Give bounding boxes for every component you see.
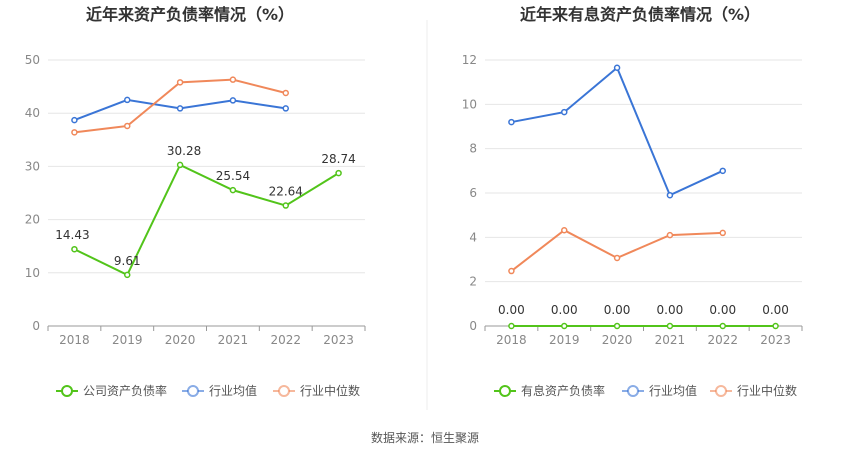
y-tick-label: 0 [469, 319, 477, 333]
data-point[interactable] [613, 64, 621, 72]
chart-debt-ratio: 近年来资产负债率情况（%） 0 10 20 30 40 50 2018 2019 2020 2021… [25, 5, 366, 398]
data-label: 9.61 [114, 254, 141, 268]
data-point[interactable] [561, 322, 568, 330]
chart-title: 近年来资产负债率情况（%） [86, 5, 294, 24]
legend-item[interactable]: 行业均值 [622, 383, 697, 398]
legend-label: 行业中位数 [737, 383, 797, 398]
data-point[interactable] [124, 122, 131, 130]
chart-title: 近年来有息资产负债率情况（%） [520, 5, 760, 24]
data-point[interactable] [719, 167, 726, 175]
data-label: 0.00 [657, 303, 684, 317]
data-point[interactable] [176, 105, 184, 112]
y-tick-label: 6 [469, 186, 477, 200]
series-line [73, 163, 340, 277]
x-tick-label: 2022 [707, 333, 738, 347]
legend-item[interactable]: 行业均值 [182, 383, 257, 398]
y-tick-label: 20 [25, 213, 40, 227]
x-tick-label: 2019 [112, 333, 143, 347]
y-tick-label: 2 [469, 275, 477, 289]
legend-marker [499, 385, 511, 397]
chart-interest-debt-ratio: 近年来有息资产负债率情况（%） 0 2 4 6 8 10 12 2018 2019 2020 2021… [462, 5, 803, 398]
data-point[interactable] [71, 245, 78, 253]
data-point[interactable] [719, 322, 726, 330]
legend-marker [278, 385, 290, 397]
data-point[interactable] [508, 322, 515, 330]
data-label: 28.74 [321, 152, 355, 166]
y-tick-label: 50 [25, 53, 40, 67]
y-tick-label: 30 [25, 159, 40, 173]
data-point[interactable] [335, 169, 342, 177]
data-point[interactable] [176, 161, 184, 169]
y-tick-label: 10 [25, 266, 40, 280]
y-tick-label: 40 [25, 106, 40, 120]
data-point[interactable] [71, 116, 78, 124]
data-point[interactable] [508, 118, 515, 126]
x-tick-label: 2022 [270, 333, 301, 347]
y-tick-label: 0 [32, 319, 40, 333]
data-label: 0.00 [498, 303, 525, 317]
data-point[interactable] [282, 202, 289, 209]
data-label: 14.43 [55, 228, 89, 242]
x-tick-label: 2020 [165, 333, 196, 347]
legend-label: 行业均值 [209, 383, 257, 398]
data-label: 0.00 [551, 303, 578, 317]
data-label: 25.54 [216, 169, 250, 183]
data-point[interactable] [666, 231, 674, 239]
legend-item[interactable]: 有息资产负债率 [494, 383, 605, 398]
legend-marker [61, 385, 73, 397]
data-label: 22.64 [269, 185, 303, 199]
legend-item[interactable]: 行业中位数 [273, 383, 360, 398]
data-label: 0.00 [709, 303, 736, 317]
data-point[interactable] [508, 267, 515, 275]
x-tick-label: 2018 [59, 333, 90, 347]
x-tick-label: 2021 [218, 333, 249, 347]
legend-marker [187, 385, 199, 397]
data-label: 0.00 [604, 303, 631, 317]
x-tick-label: 2023 [323, 333, 354, 347]
data-point[interactable] [176, 79, 184, 86]
legend-item[interactable]: 行业中位数 [710, 383, 797, 398]
data-point[interactable] [229, 97, 237, 104]
data-label: 0.00 [762, 303, 789, 317]
y-tick-label: 12 [462, 53, 477, 67]
legend-label: 公司资产负债率 [83, 383, 167, 398]
x-tick-label: 2023 [760, 333, 791, 347]
y-tick-label: 4 [469, 230, 477, 244]
footer-source: 数据来源：恒生聚源 [371, 430, 479, 445]
legend-label: 行业均值 [649, 383, 697, 398]
series-line [511, 66, 724, 197]
data-point[interactable] [124, 96, 131, 104]
data-point[interactable] [666, 322, 674, 330]
data-point[interactable] [229, 76, 237, 83]
data-point[interactable] [666, 191, 674, 199]
data-point[interactable] [124, 271, 131, 279]
data-point[interactable] [561, 226, 568, 234]
data-point[interactable] [229, 186, 237, 194]
y-tick-label: 10 [462, 97, 477, 111]
legend-marker [627, 385, 639, 397]
x-tick-label: 2021 [655, 333, 686, 347]
data-point[interactable] [561, 108, 568, 116]
data-point[interactable] [772, 322, 779, 330]
data-point[interactable] [71, 129, 78, 136]
data-label: 30.28 [167, 144, 201, 158]
legend-marker [715, 385, 727, 397]
x-tick-label: 2019 [549, 333, 580, 347]
data-point[interactable] [719, 229, 726, 237]
legend-label: 行业中位数 [300, 383, 360, 398]
x-tick-label: 2020 [602, 333, 633, 347]
data-point[interactable] [613, 254, 621, 262]
legend-item[interactable]: 公司资产负债率 [56, 383, 167, 398]
data-point[interactable] [613, 322, 621, 330]
y-tick-label: 8 [469, 142, 477, 156]
series-line [510, 229, 723, 272]
data-point[interactable] [282, 105, 289, 112]
data-point[interactable] [282, 89, 289, 97]
legend-label: 有息资产负债率 [521, 383, 605, 398]
x-tick-label: 2018 [496, 333, 527, 347]
